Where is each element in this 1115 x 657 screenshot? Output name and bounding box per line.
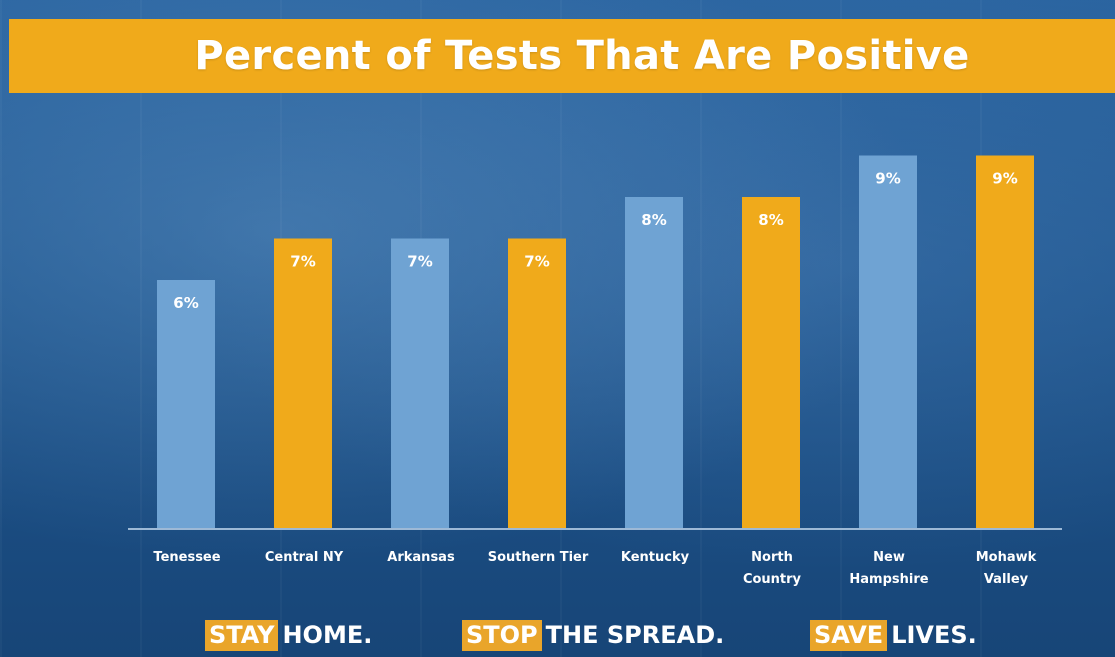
bar-value-label: 7%: [290, 253, 315, 271]
slogan-save-lives: SAVE LIVES.: [810, 618, 977, 652]
chart-title: Percent of Tests That Are Positive: [194, 33, 970, 79]
slogan-highlight: SAVE: [810, 619, 888, 651]
category-label: New: [873, 550, 905, 565]
title-banner: Percent of Tests That Are Positive: [9, 19, 1115, 93]
slogan-text: HOME.: [282, 621, 373, 649]
bar-southern-tier: [508, 238, 566, 529]
bar-chart: 6% 7% 7% 7% 8% 8% 9% 9% Tenessee Central NY Arkan…: [128, 155, 1062, 587]
bar-north-country: [742, 197, 800, 529]
slogan-text: LIVES.: [891, 621, 977, 649]
bar-value-label: 6%: [173, 294, 198, 312]
bar-mohawk-valley: [976, 155, 1034, 529]
category-label: Valley: [984, 572, 1029, 587]
bar-value-label: 8%: [758, 211, 783, 229]
category-label: Arkansas: [387, 550, 455, 565]
bar-value-label: 9%: [875, 170, 900, 188]
bar-value-label: 7%: [407, 253, 432, 271]
bar-value-label: 8%: [641, 211, 666, 229]
category-label: North: [751, 550, 793, 565]
category-label: Country: [743, 572, 802, 587]
slogan-highlight: STAY: [205, 619, 279, 651]
category-label: Southern Tier: [488, 550, 589, 565]
category-label: Central NY: [265, 550, 344, 565]
bar-value-label: 9%: [992, 170, 1017, 188]
bars-group: 6% 7% 7% 7% 8% 8% 9% 9%: [157, 155, 1034, 529]
category-label: Mohawk: [976, 550, 1037, 565]
slogan-text: THE SPREAD.: [545, 621, 725, 649]
category-labels: Tenessee Central NY Arkansas Southern Tier K…: [153, 550, 1036, 587]
bar-value-label: 7%: [524, 253, 549, 271]
bar-kentucky: [625, 197, 683, 529]
slogan-highlight: STOP: [462, 619, 542, 651]
slogan-stop-the-spread: STOP THE SPREAD.: [462, 618, 724, 652]
category-label: Kentucky: [621, 550, 690, 565]
bar-arkansas: [391, 238, 449, 529]
category-label: Tenessee: [153, 550, 220, 565]
category-label: Hampshire: [849, 572, 928, 587]
bar-central-ny: [274, 238, 332, 529]
slogan-stay-home: STAY HOME.: [205, 618, 372, 652]
bar-tenessee: [157, 280, 215, 529]
footer-slogans: STAY HOME. STOP THE SPREAD. SAVE LIVES.: [0, 618, 1115, 652]
bar-new-hampshire: [859, 155, 917, 529]
